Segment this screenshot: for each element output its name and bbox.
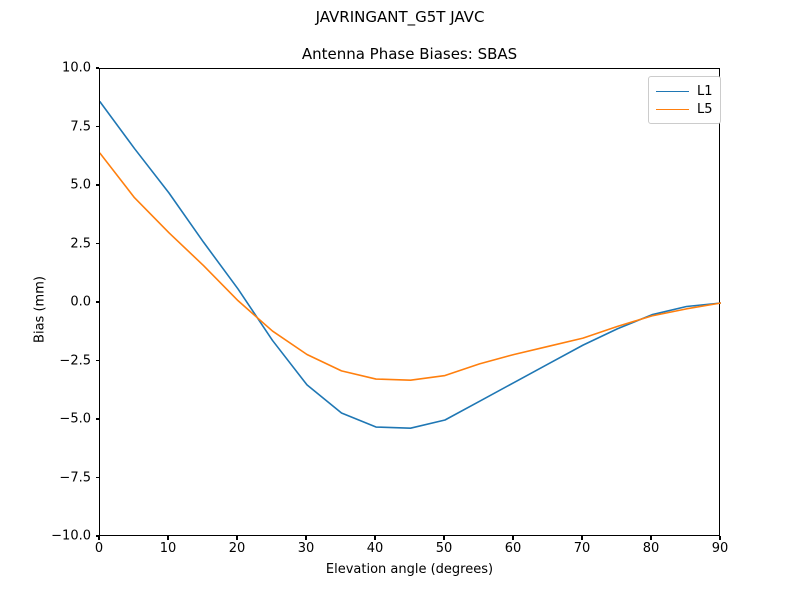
- axes-title: Antenna Phase Biases: SBAS: [301, 45, 518, 63]
- y-tick-mark: [95, 184, 99, 186]
- x-tick-mark: [167, 536, 169, 540]
- legend-item-l1: L1: [656, 82, 713, 100]
- y-tick-label: 5.0: [70, 177, 91, 193]
- y-tick-label: −10.0: [51, 528, 91, 544]
- y-tick-mark: [95, 67, 99, 69]
- legend-label-l1: L1: [697, 83, 713, 99]
- x-tick-label: 70: [573, 541, 591, 556]
- x-tick-label: 20: [228, 541, 246, 556]
- x-tick-mark: [443, 536, 445, 540]
- x-tick-mark: [374, 536, 376, 540]
- plot-area: [99, 68, 721, 536]
- y-tick-label: −2.5: [59, 353, 91, 368]
- y-tick-label: 0.0: [70, 294, 91, 310]
- x-tick-mark: [581, 536, 583, 540]
- y-axis-label: Bias (mm): [32, 276, 48, 343]
- line-series-l5: [100, 152, 721, 382]
- x-tick-mark: [650, 536, 652, 540]
- y-tick-mark: [95, 359, 99, 362]
- legend-label-l5: L5: [697, 101, 713, 117]
- y-tick-label: 10.0: [62, 60, 91, 76]
- y-tick-label: −5.0: [59, 411, 91, 427]
- legend-item-l5: L5: [656, 100, 713, 118]
- y-tick-label: 7.5: [70, 119, 91, 134]
- y-tick-mark: [95, 125, 99, 128]
- chart-legend: L1 L5: [648, 76, 721, 124]
- x-tick-mark: [305, 536, 307, 540]
- x-tick-label: 90: [711, 541, 729, 556]
- x-tick-mark: [512, 536, 514, 540]
- figure-suptitle: JAVRINGANT_G5T JAVC: [315, 8, 485, 26]
- y-tick-label: 2.5: [70, 236, 91, 251]
- x-axis-label: Elevation angle (degrees): [325, 562, 494, 577]
- x-tick-label: 30: [297, 541, 315, 556]
- x-tick-mark: [236, 536, 238, 540]
- x-tick-label: 80: [642, 541, 660, 556]
- legend-swatch-l1: [656, 90, 689, 92]
- x-tick-mark: [719, 536, 721, 540]
- legend-swatch-l5: [656, 108, 689, 110]
- x-tick-label: 40: [366, 541, 384, 556]
- x-tick-mark: [98, 536, 100, 540]
- chart-lines-svg: [100, 100, 721, 429]
- y-tick-mark: [95, 242, 99, 245]
- y-tick-mark: [95, 535, 99, 537]
- x-tick-label: 50: [435, 541, 453, 556]
- y-tick-label: −7.5: [59, 470, 91, 485]
- x-tick-label: 10: [159, 541, 177, 556]
- x-tick-label: 60: [504, 541, 522, 556]
- y-tick-mark: [95, 476, 99, 479]
- y-tick-mark: [95, 301, 99, 303]
- x-tick-label: 0: [94, 541, 104, 556]
- line-series-l1: [100, 100, 721, 429]
- y-tick-mark: [95, 418, 99, 420]
